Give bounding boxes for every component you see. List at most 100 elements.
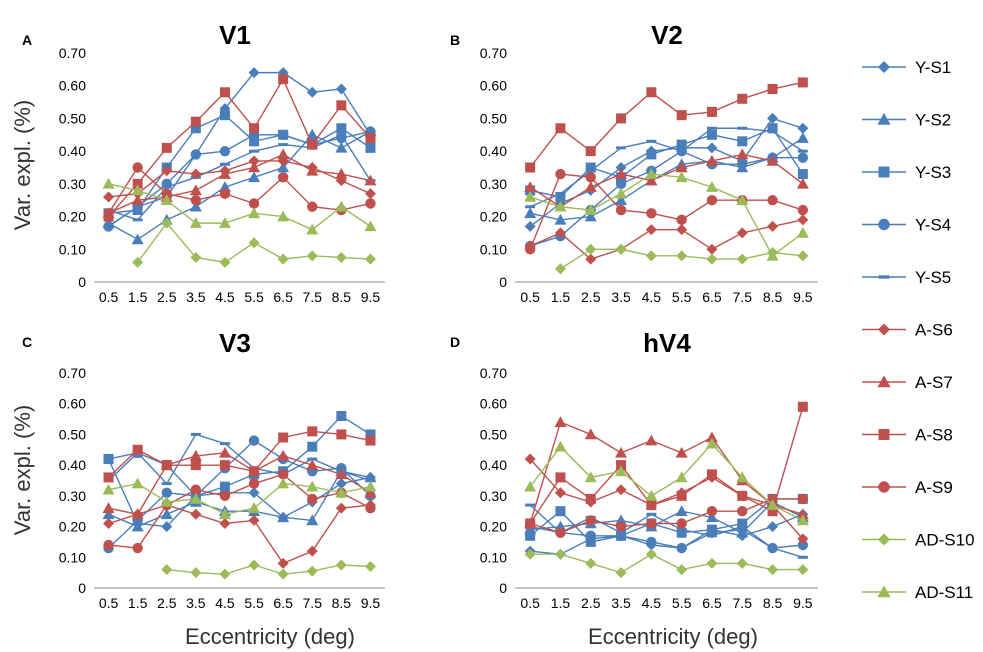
legend-item: Y-S1 [862,58,951,77]
data-point [161,521,173,533]
legend-item: A-S8 [862,426,953,445]
y-tick-label: 0.30 [59,488,86,504]
series-ad-s10 [161,559,376,580]
series-a-s6 [524,214,809,265]
data-point [797,214,809,226]
data-point [706,557,718,569]
data-point [248,237,260,249]
data-point [132,542,143,554]
y-tick-label: 0.30 [59,176,86,192]
data-point [277,449,290,461]
data-point [797,539,809,551]
data-point [676,250,688,262]
data-point [161,482,172,486]
y-tick-label: 0.70 [480,365,507,381]
x-tick-label: 2.5 [581,595,601,611]
data-point [584,428,597,440]
y-tick-label: 0.20 [59,519,86,535]
x-tick-label: 0.5 [520,595,540,611]
data-point [797,122,809,134]
series-line [108,114,371,214]
data-point [554,213,567,225]
panel-d-plot: 0 0.10 0.20 0.30 0.40 0.50 0.60 0.70 0.5 1.5 2.5 3.… [480,365,818,611]
series-line [529,442,804,522]
legend-marker [877,375,891,388]
data-point [306,514,319,526]
data-point [737,525,748,529]
data-point [645,548,657,560]
data-point [737,518,748,529]
series-a-s9 [524,493,809,538]
data-point [306,565,318,577]
data-point [248,559,260,571]
data-point [646,512,657,516]
data-point [364,174,377,186]
data-point [767,564,779,576]
data-point [219,460,230,471]
data-point [102,502,115,513]
data-point [767,506,778,517]
data-point [767,521,779,533]
data-point [705,154,718,166]
data-point [278,143,289,147]
data-point [524,518,536,529]
series-line [529,150,803,247]
data-point [554,548,566,560]
x-tick-label: 6.5 [702,595,722,611]
data-point [616,531,627,535]
panel-c-xlabel: Eccentricity (deg) [185,624,355,649]
x-tick-label: 9.5 [793,595,813,611]
data-point [797,152,809,163]
series-y-s1 [103,67,376,232]
y-tick-label: 0.10 [480,241,507,257]
legend-item: A-S6 [862,321,953,340]
series-ad-s11 [524,437,809,526]
legend-marker [878,218,890,231]
data-point [615,178,627,190]
data-point [160,508,173,520]
data-point [365,142,376,153]
data-point [797,555,808,559]
data-point [161,487,172,498]
data-point [797,149,808,153]
data-point [525,503,536,507]
data-point [277,148,290,160]
data-point [335,200,348,212]
data-point [190,195,202,206]
data-point [131,477,144,489]
series-y-s5 [103,432,376,486]
data-point [335,141,348,153]
y-tick-label: 0.50 [59,110,86,126]
data-point [584,210,597,222]
data-point [524,190,537,202]
data-point [365,479,376,482]
series-line [529,421,804,524]
panel-b-plot: 0 0.10 0.20 0.30 0.40 0.50 0.60 0.70 0.5 1.5 2.5 3.… [480,45,818,305]
data-point [767,112,779,124]
x-tick-label: 8.5 [763,289,783,305]
y-tick-label: 0.40 [480,457,507,473]
data-point [103,208,114,219]
series-ad-s11 [102,177,377,235]
series-line [529,127,804,208]
series-line [108,183,371,231]
data-point [585,162,596,173]
data-point [615,162,627,173]
data-point [676,139,687,150]
data-point [675,161,688,173]
data-point [218,446,231,458]
data-point [219,481,230,492]
legend-label: Y-S1 [915,58,951,77]
data-point [161,564,173,576]
data-point [277,557,289,569]
panel-d-title: hV4 [643,328,691,358]
data-point [736,148,749,160]
series-a-s9 [103,469,376,554]
data-point [706,253,718,265]
data-point [706,106,717,117]
data-point [676,224,688,236]
data-point [190,432,201,436]
series-y-s4 [103,126,376,232]
data-point [306,250,318,262]
data-point [645,174,658,186]
